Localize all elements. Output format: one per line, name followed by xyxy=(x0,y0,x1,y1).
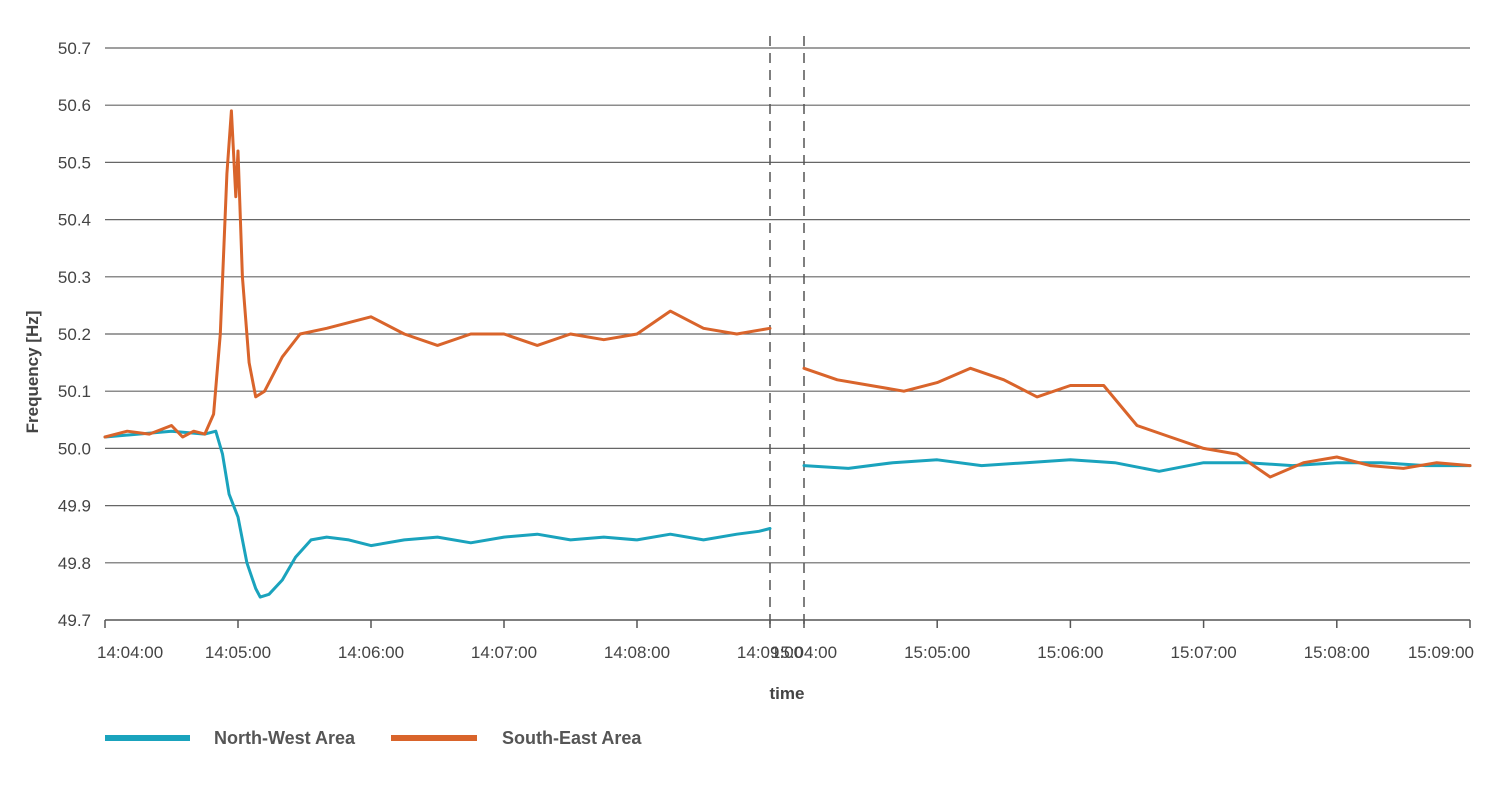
x-tick-label: 15:08:00 xyxy=(1304,643,1370,662)
legend: North-West Area South-East Area xyxy=(105,728,642,748)
grid-lines xyxy=(105,47,1470,564)
y-tick-label: 50.3 xyxy=(58,268,91,287)
x-tick-label: 14:06:00 xyxy=(338,643,404,662)
legend-label-north-west: North-West Area xyxy=(214,728,356,748)
x-tick-label: 14:09:00 xyxy=(737,643,803,662)
x-tick-label: 15:07:00 xyxy=(1171,643,1237,662)
y-tick-label: 50.7 xyxy=(58,39,91,58)
y-tick-label: 49.8 xyxy=(58,554,91,573)
x-tick-label: 14:07:00 xyxy=(471,643,537,662)
y-tick-label: 50.6 xyxy=(58,96,91,115)
y-tick-label: 49.9 xyxy=(58,497,91,516)
x-axis-title: time xyxy=(770,684,805,703)
y-tick-labels: 49.7 49.8 49.9 50.0 50.1 50.2 50.3 50.4 50.5 50.6… xyxy=(58,39,91,630)
axis-break-markers xyxy=(769,36,805,628)
y-tick-label: 50.1 xyxy=(58,382,91,401)
y-axis-title: Frequency [Hz] xyxy=(23,311,42,434)
x-tick-label: 14:08:00 xyxy=(604,643,670,662)
y-tick-label: 50.4 xyxy=(58,211,91,230)
x-tick-label: 15:04:00 xyxy=(771,643,837,662)
y-tick-label: 49.7 xyxy=(58,611,91,630)
y-tick-label: 50.2 xyxy=(58,325,91,344)
series-line-south-east xyxy=(103,109,772,439)
x-tick-label: 15:09:00 xyxy=(1408,643,1474,662)
x-tick-label: 15:06:00 xyxy=(1037,643,1103,662)
y-tick-label: 50.5 xyxy=(58,153,91,172)
x-axis xyxy=(104,619,1471,628)
x-tick-label: 15:05:00 xyxy=(904,643,970,662)
x-tick-label: 14:04:00 xyxy=(97,643,163,662)
y-tick-label: 50.0 xyxy=(58,439,91,458)
x-tick-label: 14:05:00 xyxy=(205,643,271,662)
series-line-north-west xyxy=(103,429,772,599)
x-tick-labels: 14:04:00 14:05:00 14:06:00 14:07:00 14:08:00… xyxy=(97,643,1474,662)
series-lines xyxy=(103,109,1472,599)
series-line-south-east xyxy=(802,366,1472,479)
legend-label-south-east: South-East Area xyxy=(502,728,642,748)
